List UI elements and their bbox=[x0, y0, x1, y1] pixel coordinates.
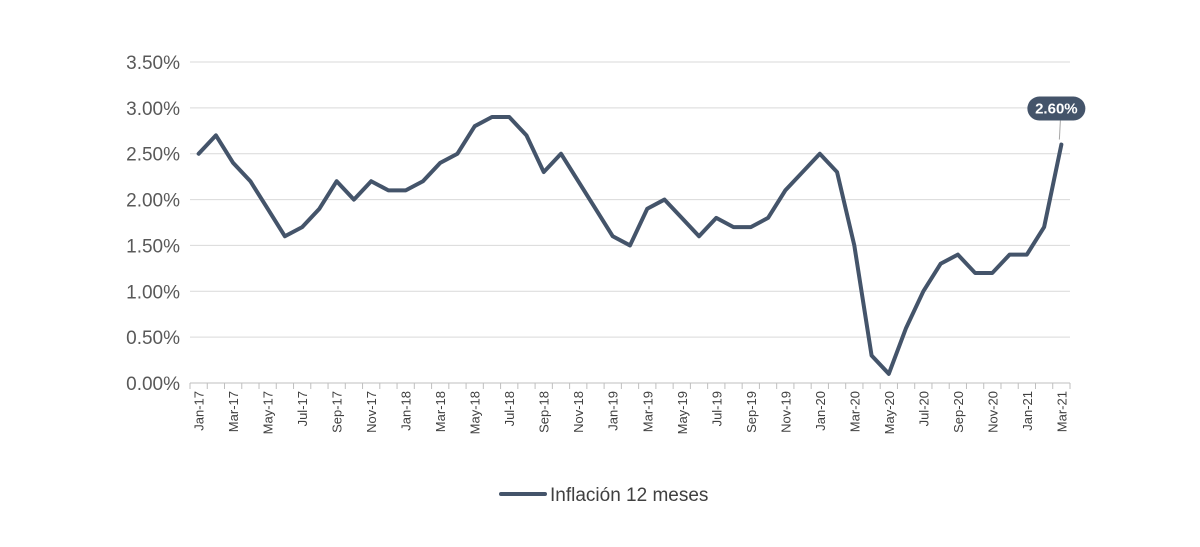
data-point bbox=[956, 253, 960, 257]
data-point bbox=[386, 188, 390, 192]
y-tick-label: 2.00% bbox=[126, 191, 180, 212]
data-point bbox=[1008, 253, 1012, 257]
data-point bbox=[507, 115, 511, 119]
y-tick-label: 1.50% bbox=[126, 236, 180, 257]
data-point bbox=[818, 152, 822, 156]
data-point bbox=[404, 188, 408, 192]
x-tick-label: Sep-18 bbox=[537, 391, 552, 433]
data-point bbox=[455, 152, 459, 156]
callout-leader-line bbox=[1058, 120, 1061, 140]
data-point bbox=[248, 179, 252, 183]
x-tick-label: Jul-19 bbox=[709, 391, 724, 426]
data-point bbox=[783, 188, 787, 192]
callout-badge bbox=[1027, 96, 1086, 121]
x-tick-label: Jul-20 bbox=[916, 391, 931, 426]
data-point bbox=[663, 198, 667, 202]
data-point bbox=[801, 170, 805, 174]
data-point bbox=[904, 326, 908, 330]
x-tick-label: Jan-20 bbox=[813, 391, 828, 431]
axes: 0.00% 0.50% 1.00% 1.50% 2.00% 2.50% 3.00% 3.50%… bbox=[126, 53, 1071, 434]
x-tick-label: Mar-17 bbox=[226, 391, 241, 432]
x-tick-label: Mar-21 bbox=[1054, 391, 1069, 432]
data-point bbox=[335, 179, 339, 183]
data-point bbox=[352, 198, 356, 202]
data-point bbox=[870, 353, 874, 357]
x-tick-label: Mar-18 bbox=[433, 391, 448, 432]
x-tick-label: Jul-17 bbox=[295, 391, 310, 426]
data-point bbox=[887, 372, 891, 376]
data-point bbox=[1025, 253, 1029, 257]
data-point bbox=[973, 271, 977, 275]
series-layer bbox=[196, 115, 1064, 376]
data-point bbox=[214, 133, 218, 137]
x-tick-label: Mar-20 bbox=[847, 391, 862, 432]
x-tick-label: May-20 bbox=[882, 391, 897, 434]
data-point bbox=[645, 207, 649, 211]
callout-label: 2.60% bbox=[1035, 101, 1078, 118]
series-line-inflacion bbox=[196, 115, 1064, 376]
x-tick-label: Jan-21 bbox=[1020, 391, 1035, 431]
data-point bbox=[939, 262, 943, 266]
x-tick-label: Jul-18 bbox=[502, 391, 517, 426]
data-point bbox=[576, 179, 580, 183]
x-tick-label: Jan-19 bbox=[606, 391, 621, 431]
legend: Inflación 12 meses bbox=[499, 485, 708, 506]
x-tick-label: Jan-18 bbox=[399, 391, 414, 431]
data-point bbox=[266, 207, 270, 211]
x-tick-label: May-18 bbox=[468, 391, 483, 434]
legend-label: Inflación 12 meses bbox=[550, 485, 708, 506]
x-tick-label: Mar-19 bbox=[640, 391, 655, 432]
data-point bbox=[593, 207, 597, 211]
data-point bbox=[421, 179, 425, 183]
x-tick-label: May-19 bbox=[675, 391, 690, 434]
x-tick-label: Jan-17 bbox=[192, 391, 207, 431]
data-point bbox=[559, 152, 563, 156]
y-tick-label: 0.50% bbox=[126, 328, 180, 349]
x-tick-label: Sep-17 bbox=[330, 391, 345, 433]
data-point bbox=[197, 152, 201, 156]
data-point bbox=[1042, 225, 1046, 229]
data-point bbox=[766, 216, 770, 220]
y-tick-label: 3.00% bbox=[126, 99, 180, 120]
y-tick-label: 0.00% bbox=[126, 374, 180, 395]
data-point bbox=[542, 170, 546, 174]
data-point bbox=[611, 234, 615, 238]
gridlines bbox=[190, 61, 1070, 338]
x-tick-label: May-17 bbox=[261, 391, 276, 434]
data-point bbox=[231, 161, 235, 165]
x-tick-label: Nov-19 bbox=[778, 391, 793, 433]
data-point bbox=[714, 216, 718, 220]
data-point bbox=[300, 225, 304, 229]
x-tick-label: Nov-20 bbox=[985, 391, 1000, 433]
data-point bbox=[852, 243, 856, 247]
x-tick-label: Nov-17 bbox=[364, 391, 379, 433]
data-point bbox=[921, 289, 925, 293]
data-point bbox=[749, 225, 753, 229]
data-point bbox=[732, 225, 736, 229]
data-point bbox=[835, 170, 839, 174]
data-point bbox=[680, 216, 684, 220]
annotation-layer: 2.60% bbox=[1027, 96, 1086, 140]
data-point bbox=[524, 133, 528, 137]
y-tick-label: 1.00% bbox=[126, 282, 180, 303]
data-point bbox=[990, 271, 994, 275]
data-point bbox=[697, 234, 701, 238]
x-tick-label: Nov-18 bbox=[571, 391, 586, 433]
data-point bbox=[283, 234, 287, 238]
data-point bbox=[473, 124, 477, 128]
data-point bbox=[438, 161, 442, 165]
x-tick-label: Sep-20 bbox=[951, 391, 966, 433]
data-point bbox=[1059, 143, 1063, 147]
y-tick-label: 3.50% bbox=[126, 53, 180, 74]
data-point bbox=[628, 243, 632, 247]
data-point bbox=[369, 179, 373, 183]
data-point bbox=[490, 115, 494, 119]
data-point bbox=[317, 207, 321, 211]
x-tick-label: Sep-19 bbox=[744, 391, 759, 433]
y-tick-label: 2.50% bbox=[126, 145, 180, 166]
